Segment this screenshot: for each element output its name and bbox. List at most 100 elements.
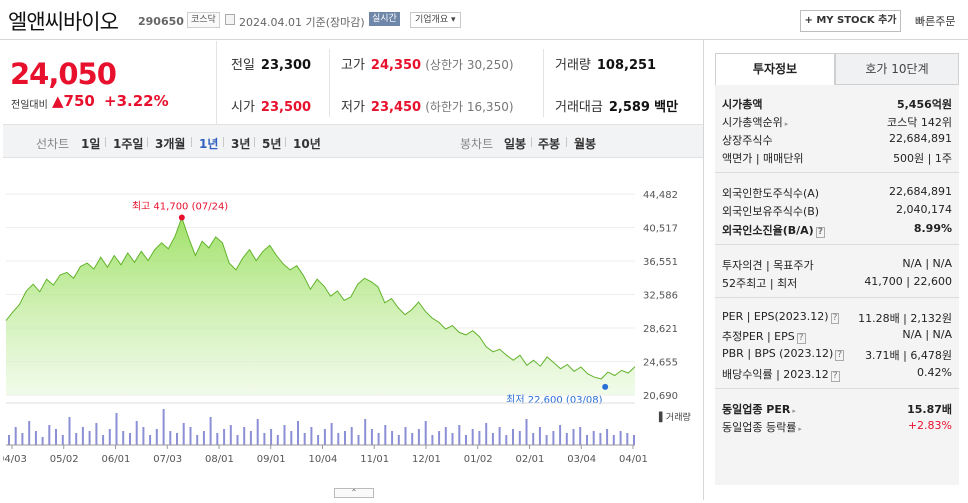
divider [147, 137, 148, 147]
period-3y[interactable]: 3년 [231, 137, 251, 151]
volume-bar [565, 433, 568, 445]
candle-monthly[interactable]: 월봉 [574, 137, 597, 151]
x-tick-label: 08/01 [205, 454, 234, 465]
volume-bar [290, 431, 293, 445]
week52-row: 52주최고 | 최저 41,700 | 22,600 [722, 275, 952, 290]
help-icon[interactable]: ? [815, 227, 825, 238]
open-price: 시가 23,500 [231, 100, 312, 115]
add-mystock-button[interactable]: + MY STOCK 추가 [800, 10, 901, 32]
change-label: 전일대비 [11, 100, 48, 111]
live-badge[interactable]: 실시간 [369, 12, 400, 26]
volume-bar [149, 435, 152, 445]
volume: 거래량 108,251 [555, 58, 657, 73]
dividend-row: 배당수익률 | 2023.12? 0.42% [722, 366, 952, 382]
high-price: 고가 24,350 (상한가 30,250) [341, 58, 514, 73]
period-1d[interactable]: 1일 [81, 137, 101, 151]
divider [105, 137, 106, 147]
industry-per-row: 동일업종 PER ▸ 15.87배 [722, 403, 952, 416]
volume-bar [303, 433, 306, 445]
volume-bar [532, 433, 535, 445]
price-line [5, 215, 636, 380]
low-point-marker [602, 383, 609, 390]
help-icon[interactable]: ? [830, 371, 840, 382]
foreign-hold-row: 외국인보유주식수(B) 2,040,174 [722, 203, 952, 218]
y-tick-label: 32,586 [643, 291, 678, 302]
y-tick-label: 28,621 [643, 324, 678, 335]
divider [285, 137, 286, 147]
tab-orderbook[interactable]: 호가 10단계 [835, 53, 959, 85]
volume-bar [61, 435, 64, 445]
volume-bar [209, 417, 212, 445]
volume-bar [155, 429, 158, 445]
volume-bar [189, 427, 192, 445]
volume-bar [229, 425, 232, 445]
help-icon[interactable]: ? [835, 350, 845, 361]
help-icon[interactable]: ? [830, 313, 840, 324]
volume-bar [317, 435, 320, 445]
period-5y[interactable]: 5년 [262, 137, 282, 151]
volume-bar [142, 427, 145, 445]
opinion-row: 투자의견 | 목표주가 N/A | N/A [722, 257, 952, 272]
price-chart[interactable]: 44,482 40,517 36,551 32,586 28,621 24,655 20,6… [0, 158, 703, 500]
volume-bar [559, 425, 562, 445]
divider [254, 137, 255, 147]
chevron-right-icon[interactable]: ▸ [784, 120, 789, 128]
volume-bar [606, 429, 609, 445]
divider [566, 137, 567, 147]
volume-bar [471, 429, 474, 445]
help-icon[interactable]: ? [796, 333, 806, 344]
volume-bar [518, 431, 521, 445]
x-tick-label: 05/02 [50, 454, 79, 465]
volume-bar [417, 429, 420, 445]
volume-bar [465, 435, 467, 445]
quick-order-link[interactable]: 빠른주문 [915, 15, 956, 28]
date-text: 2024.04.01 기준(장마감) [239, 16, 365, 29]
volume-bar [34, 431, 37, 445]
volume-bar [545, 435, 548, 445]
volume-bar [270, 429, 273, 445]
chart-period-bar: 선차트 1일 1주일 3개월 1년 3년 5년 10년 봉차트 일봉 주봉 월봉 [3, 124, 703, 158]
candle-chart-label: 봉차트 [460, 137, 494, 151]
tab-investment-info[interactable]: 투자정보 [715, 53, 835, 85]
company-overview-button[interactable]: 기업개요 ▾ [410, 12, 461, 28]
divider [715, 297, 959, 298]
divider [715, 172, 959, 173]
candle-daily[interactable]: 일봉 [504, 137, 527, 151]
chart-expand-button[interactable]: ⌃ [334, 488, 374, 498]
pbr-row: PBR | BPS (2023.12)? 3.71배 | 6,478원 [722, 347, 952, 362]
divider [223, 137, 224, 147]
volume-bar [102, 435, 105, 445]
chevron-right-icon[interactable]: ▸ [792, 407, 796, 415]
volume-bar [370, 429, 373, 445]
current-price-box: 24,050 전일대비 ▲750 +3.22% [0, 41, 216, 121]
x-tick-label: 04/01 [619, 454, 648, 465]
period-10y[interactable]: 10년 [293, 137, 321, 151]
volume-bar [249, 431, 252, 445]
period-1y[interactable]: 1년 [199, 137, 219, 151]
volume-bar [75, 433, 78, 445]
volume-bar [344, 431, 346, 445]
volume-bar [424, 421, 427, 445]
volume-bar [88, 431, 91, 445]
price-summary: 전일 23,300 고가 24,350 (상한가 30,250) 거래량 108,25… [216, 41, 703, 124]
volume-bar [323, 429, 326, 445]
trade-value: 거래대금 2,589 백만 [555, 100, 679, 115]
low-price: 저가 23,450 (하한가 16,350) [341, 100, 514, 115]
prev-close: 전일 23,300 [231, 58, 312, 73]
candle-weekly[interactable]: 주봉 [538, 137, 561, 151]
volume-bar [337, 433, 340, 445]
volume-bar [586, 435, 588, 445]
volume-bar [310, 427, 313, 445]
volume-bar [182, 423, 185, 445]
per-row: PER | EPS(2023.12)? 11.28배 | 2,132원 [722, 310, 952, 325]
volume-bar [512, 429, 514, 445]
period-3m[interactable]: 3개월 [155, 137, 186, 151]
volume-bar [633, 435, 635, 445]
foreign-limit-row: 외국인한도주식수(A) 22,684,891 [722, 185, 952, 200]
chevron-right-icon[interactable]: ▸ [798, 425, 802, 433]
volume-bar [404, 427, 407, 445]
info-tabs: 투자정보 호가 10단계 [715, 53, 959, 85]
volume-bar [236, 435, 239, 445]
volume-bar [95, 423, 98, 445]
period-1w[interactable]: 1주일 [113, 137, 144, 151]
